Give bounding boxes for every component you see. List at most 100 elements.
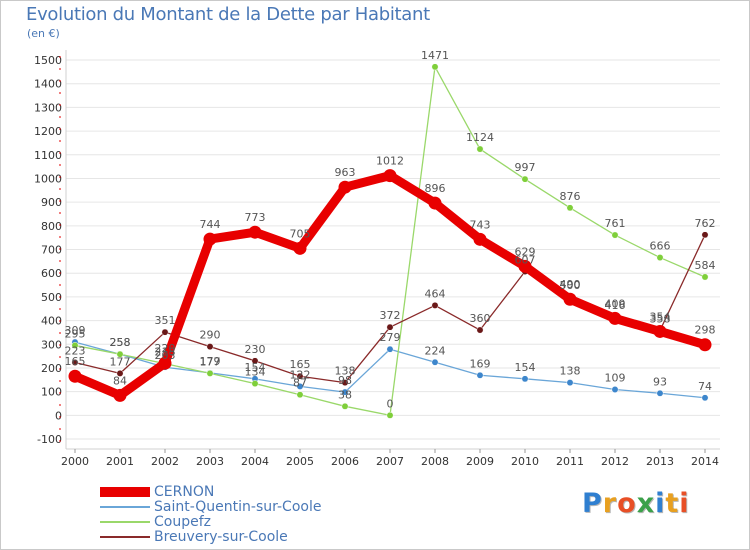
data-point-coupefz: [656, 254, 664, 262]
data-point-cernon: [563, 292, 577, 306]
data-point-cernon: [248, 225, 262, 239]
data-label-coupefz: 87: [293, 377, 307, 390]
data-label-saint-quentin-sur-coole: 154: [245, 361, 266, 374]
data-point-saint-quentin-sur-coole: [476, 371, 484, 379]
logo-letter: i: [655, 488, 666, 519]
data-point-cernon: [158, 356, 172, 370]
y-tick-label: 1400: [34, 78, 62, 91]
data-label-cernon: 354: [650, 310, 671, 323]
data-label-saint-quentin-sur-coole: 179: [200, 355, 221, 368]
x-tick-label: 2014: [691, 455, 719, 468]
data-point-breuvery-sur-coole: [296, 372, 304, 380]
data-label-coupefz: 1471: [421, 49, 449, 62]
y-tick-label: 300: [41, 338, 62, 351]
data-point-coupefz: [521, 175, 529, 183]
y-tick-label: 700: [41, 244, 62, 257]
data-label-breuvery-sur-coole: 177: [110, 355, 131, 368]
legend-label-coupefz: Coupefz: [154, 513, 211, 530]
data-label-breuvery-sur-coole: 138: [335, 365, 356, 378]
data-label-coupefz: 258: [110, 336, 131, 349]
y-tick-label: 400: [41, 315, 62, 328]
y-tick-label: 1200: [34, 125, 62, 138]
legend-label-saint-quentin: Saint-Quentin-sur-Coole: [154, 498, 322, 515]
y-tick-label: 1300: [34, 101, 62, 114]
data-label-coupefz: 134: [245, 366, 266, 379]
data-point-cernon: [293, 241, 307, 255]
data-point-coupefz: [341, 402, 349, 410]
data-point-saint-quentin-sur-coole: [296, 382, 304, 390]
data-label-cernon: 896: [425, 182, 446, 195]
y-tick-label: 1000: [34, 172, 62, 185]
legend-swatch-breuvery: [100, 535, 150, 538]
y-tick-label: 500: [41, 291, 62, 304]
data-label-saint-quentin-sur-coole: 93: [653, 375, 667, 388]
series-layer: [68, 63, 712, 419]
y-tick-label: 800: [41, 220, 62, 233]
data-point-breuvery-sur-coole: [701, 231, 709, 239]
logo-letter: r: [602, 488, 618, 519]
data-label-saint-quentin-sur-coole: 109: [605, 371, 626, 384]
data-label-breuvery-sur-coole: 762: [695, 217, 716, 230]
data-label-breuvery-sur-coole: 290: [200, 329, 221, 342]
data-point-cernon: [203, 232, 217, 246]
data-point-breuvery-sur-coole: [206, 343, 214, 351]
data-label-coupefz: 876: [560, 190, 581, 203]
x-tick-label: 2006: [331, 455, 359, 468]
y-tick-label: 1500: [34, 54, 62, 67]
data-point-cernon: [68, 369, 82, 383]
data-label-breuvery-sur-coole: 360: [470, 312, 491, 325]
data-label-coupefz: 666: [650, 240, 671, 253]
data-label-saint-quentin-sur-coole: 309: [65, 324, 86, 337]
data-point-breuvery-sur-coole: [341, 379, 349, 387]
data-label-breuvery-sur-coole: 607: [515, 254, 536, 267]
data-point-saint-quentin-sur-coole: [566, 379, 574, 387]
data-label-coupefz: 761: [605, 217, 626, 230]
data-point-saint-quentin-sur-coole: [431, 358, 439, 366]
data-point-coupefz: [431, 63, 439, 71]
x-tick-label: 2012: [601, 455, 629, 468]
x-tick-label: 2011: [556, 455, 584, 468]
y-tick-label: 900: [41, 196, 62, 209]
data-label-breuvery-sur-coole: 372: [380, 309, 401, 322]
data-label-saint-quentin-sur-coole: 279: [380, 331, 401, 344]
legend-item-cernon: CERNON: [100, 483, 321, 500]
data-label-cernon: 705: [290, 227, 311, 240]
data-point-coupefz: [116, 350, 124, 358]
data-label-breuvery-sur-coole: 230: [245, 343, 266, 356]
logo-letter: x: [636, 488, 656, 519]
data-point-coupefz: [566, 204, 574, 212]
legend-label-cernon: CERNON: [154, 483, 215, 500]
data-label-coupefz: 218: [155, 346, 176, 359]
chart-title: Evolution du Montant de la Dette par Hab…: [26, 4, 430, 25]
data-label-cernon: 165: [65, 355, 86, 368]
data-point-coupefz: [701, 273, 709, 281]
data-point-cernon: [428, 196, 442, 210]
data-label-saint-quentin-sur-coole: 122: [290, 368, 311, 381]
data-point-breuvery-sur-coole: [161, 328, 169, 336]
x-tick-label: 2007: [376, 455, 404, 468]
data-point-cernon: [113, 388, 127, 402]
data-label-breuvery-sur-coole: 165: [290, 358, 311, 371]
data-point-breuvery-sur-coole: [386, 323, 394, 331]
data-label-breuvery-sur-coole: 464: [425, 287, 446, 300]
data-point-cernon: [698, 338, 712, 352]
chart-unit-label: (en €): [27, 27, 60, 40]
legend-swatch-cernon: [100, 486, 150, 497]
legend-swatch-coupefz: [100, 520, 150, 523]
data-label-cernon: 490: [560, 278, 581, 291]
data-label-coupefz: 38: [338, 388, 352, 401]
data-point-coupefz: [206, 369, 214, 377]
legend-item-coupefz: Coupefz: [100, 513, 321, 530]
data-label-breuvery-sur-coole: 351: [155, 314, 176, 327]
logo-letter: o: [617, 488, 637, 519]
data-point-saint-quentin-sur-coole: [656, 389, 664, 397]
y-tick-label: 1100: [34, 149, 62, 162]
data-label-saint-quentin-sur-coole: 98: [338, 374, 352, 387]
data-point-coupefz: [296, 391, 304, 399]
x-tick-label: 2009: [466, 455, 494, 468]
data-point-coupefz: [386, 411, 394, 419]
data-label-cernon: 629: [515, 245, 536, 258]
axes: -100 0 100 200 300 400 500 600 700 800 900 1000 1100…: [34, 50, 720, 468]
data-label-coupefz: 177: [200, 355, 221, 368]
